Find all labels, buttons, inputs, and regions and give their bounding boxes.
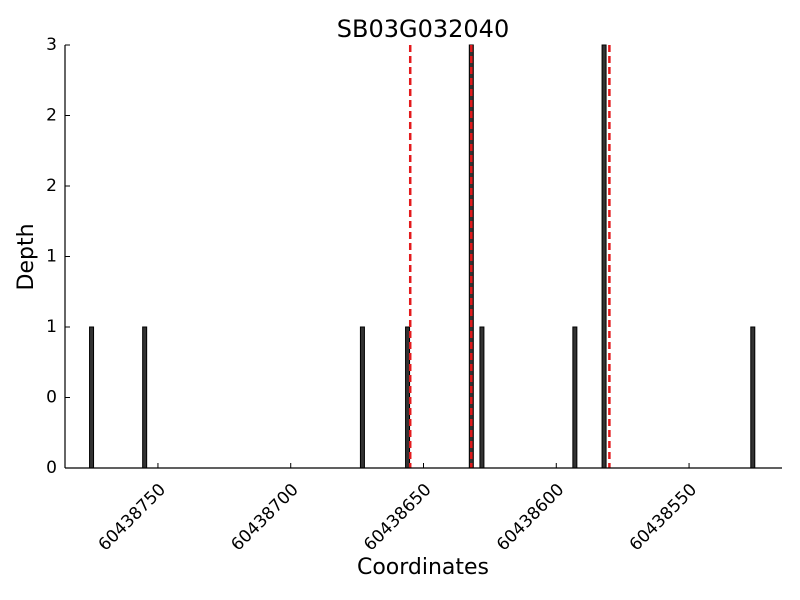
bar xyxy=(572,326,578,469)
y-tick-label: 2 xyxy=(46,176,57,196)
x-axis-label: Coordinates xyxy=(357,555,489,580)
bar xyxy=(359,326,365,469)
y-tick-label: 3 xyxy=(46,35,57,55)
y-tick-label: 0 xyxy=(46,388,57,408)
y-axis-label: Depth xyxy=(14,223,39,290)
bar xyxy=(750,326,756,469)
x-tick-label: 60438650 xyxy=(360,480,435,555)
bar xyxy=(89,326,95,469)
x-tick-label: 60438750 xyxy=(95,480,170,555)
bar xyxy=(479,326,485,469)
bar xyxy=(405,326,411,469)
y-tick-label: 1 xyxy=(46,247,57,267)
x-tick-label: 60438550 xyxy=(626,480,701,555)
bar xyxy=(142,326,148,469)
y-tick-label: 0 xyxy=(46,458,57,478)
chart-title: SB03G032040 xyxy=(337,15,509,43)
bar xyxy=(601,44,607,469)
x-tick-label: 60438600 xyxy=(493,480,568,555)
x-tick-label: 60438700 xyxy=(227,480,302,555)
y-tick-label: 2 xyxy=(46,106,57,126)
y-tick-label: 1 xyxy=(46,317,57,337)
